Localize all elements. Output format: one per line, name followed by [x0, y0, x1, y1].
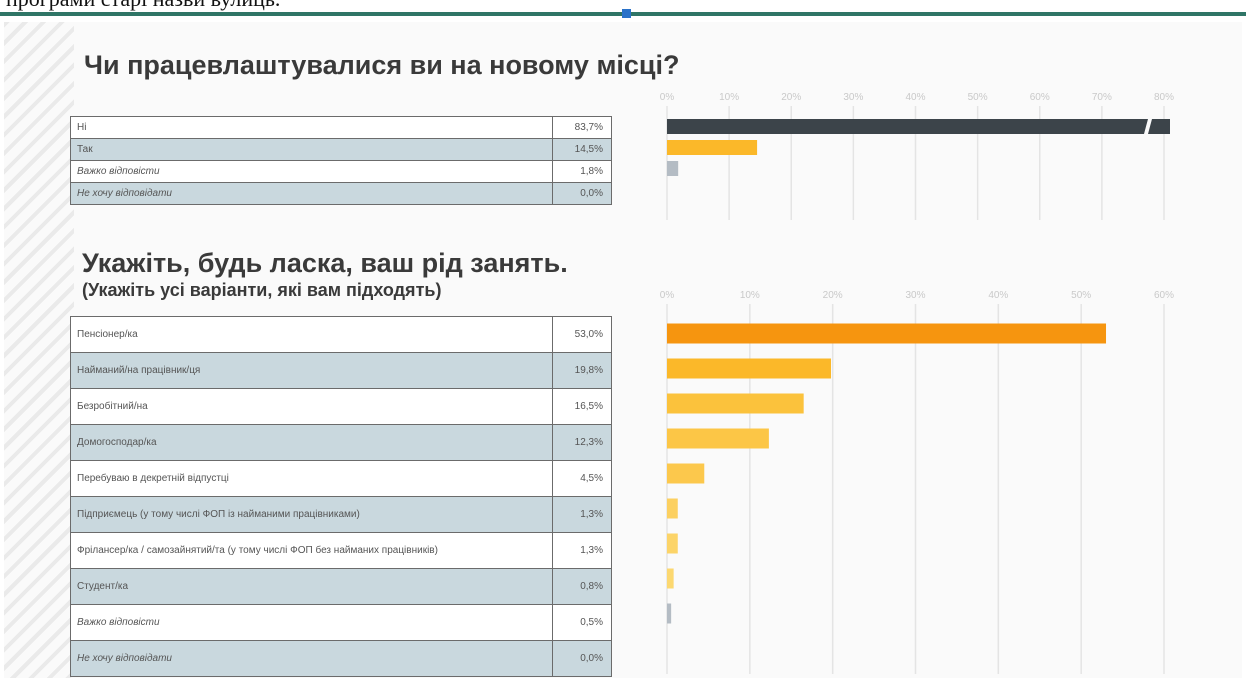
table-row: Важко відповісти 1,8%	[71, 161, 611, 183]
tick-label: 80%	[1154, 92, 1174, 103]
row-value: 12,3%	[574, 437, 603, 448]
row-value: 14,5%	[574, 144, 603, 155]
table-row: Не хочу відповідати 0,0%	[71, 641, 611, 676]
row-label: Не хочу відповідати	[71, 641, 553, 676]
tick-label: 10%	[740, 290, 760, 301]
row-value: 1,8%	[580, 166, 603, 177]
question-1-title: Чи працевлаштувалися ви на новому місці?	[84, 50, 680, 80]
table-row: Студент/ка 0,8%	[71, 569, 611, 605]
question-2-subtitle: (Укажіть усі варіанти, які вам підходять…	[82, 280, 442, 300]
tick-label: 10%	[719, 92, 739, 103]
row-value: 1,3%	[580, 509, 603, 520]
row-label: Фрілансер/ка / самозайнятий/та (у тому ч…	[71, 533, 553, 568]
top-caption: програми старі назви вулиць.	[6, 0, 280, 12]
bar	[667, 161, 679, 176]
tick-label: 50%	[1071, 290, 1091, 301]
row-label: Пенсіонер/ка	[71, 317, 553, 352]
row-value: 0,8%	[580, 581, 603, 592]
question-2-table: Пенсіонер/ка 53,0% Найманий/на працівник/ц…	[70, 316, 612, 677]
row-label: Важко відповісти	[71, 605, 553, 640]
bar	[667, 323, 1107, 344]
table-row: Безробітний/на 16,5%	[71, 389, 611, 425]
table-row: Найманий/на працівник/ця 19,8%	[71, 353, 611, 389]
table-row: Підприємець (у тому числі ФОП із наймани…	[71, 497, 611, 533]
tick-label: 60%	[1030, 92, 1050, 103]
table-row: Фрілансер/ка / самозайнятий/та (у тому ч…	[71, 533, 611, 569]
decorative-stripes	[4, 22, 74, 678]
question-1-table: Ні 83,7% Так 14,5% Важко відповісти 1,8% Не хо…	[70, 116, 612, 205]
row-label: Домогосподар/ка	[71, 425, 553, 460]
row-label: Підприємець (у тому числі ФОП із наймани…	[71, 497, 553, 532]
row-value: 53,0%	[574, 329, 603, 340]
row-value: 1,3%	[580, 545, 603, 556]
bar	[667, 533, 678, 554]
tick-label: 0%	[660, 92, 675, 103]
table-row: Важко відповісти 0,5%	[71, 605, 611, 641]
table-row: Пенсіонер/ка 53,0%	[71, 317, 611, 353]
row-label: Безробітний/на	[71, 389, 553, 424]
bar	[667, 603, 672, 624]
bar	[667, 498, 678, 519]
row-value: 0,0%	[580, 653, 603, 664]
tick-label: 70%	[1092, 92, 1112, 103]
question-2-bar-chart: 0% 10% 20% 30% 40% 50% 60%	[660, 290, 1174, 674]
bar-overflow	[1148, 119, 1170, 134]
row-value: 4,5%	[580, 473, 603, 484]
row-label: Студент/ка	[71, 569, 553, 604]
row-value: 0,5%	[580, 617, 603, 628]
bar	[667, 393, 804, 414]
selection-handle[interactable]	[622, 9, 631, 18]
tick-label: 30%	[843, 92, 863, 103]
tick-label: 20%	[823, 290, 843, 301]
bar	[667, 568, 674, 589]
row-value: 16,5%	[574, 401, 603, 412]
row-label: Ні	[71, 117, 553, 138]
tick-label: 30%	[905, 290, 925, 301]
tick-label: 0%	[660, 290, 675, 301]
bar	[667, 463, 705, 484]
bar	[667, 119, 1144, 134]
table-row: Домогосподар/ка 12,3%	[71, 425, 611, 461]
bar	[667, 140, 758, 155]
bar	[667, 428, 769, 449]
tick-label: 20%	[781, 92, 801, 103]
row-value: 83,7%	[574, 122, 603, 133]
tick-label: 60%	[1154, 290, 1174, 301]
table-row: Ні 83,7%	[71, 117, 611, 139]
row-value: 19,8%	[574, 365, 603, 376]
tick-label: 50%	[968, 92, 988, 103]
row-label: Перебуваю в декретній відпустці	[71, 461, 553, 496]
question-2-title: Укажіть, будь ласка, ваш рід занять.	[82, 248, 568, 278]
bar	[667, 358, 832, 379]
row-label: Не хочу відповідати	[71, 183, 553, 204]
tick-label: 40%	[905, 92, 925, 103]
survey-slide: Чи працевлаштувалися ви на новому місці?…	[4, 22, 1242, 678]
tick-label: 40%	[988, 290, 1008, 301]
bar-break	[1140, 119, 1148, 134]
row-label: Найманий/на працівник/ця	[71, 353, 553, 388]
table-row: Не хочу відповідати 0,0%	[71, 183, 611, 204]
question-1-bar-chart: 0% 10% 20% 30% 40% 50% 60% 70% 80%	[660, 92, 1174, 220]
table-row: Перебуваю в декретній відпустці 4,5%	[71, 461, 611, 497]
table-row: Так 14,5%	[71, 139, 611, 161]
row-label: Важко відповісти	[71, 161, 553, 182]
row-label: Так	[71, 139, 553, 160]
row-value: 0,0%	[580, 188, 603, 199]
